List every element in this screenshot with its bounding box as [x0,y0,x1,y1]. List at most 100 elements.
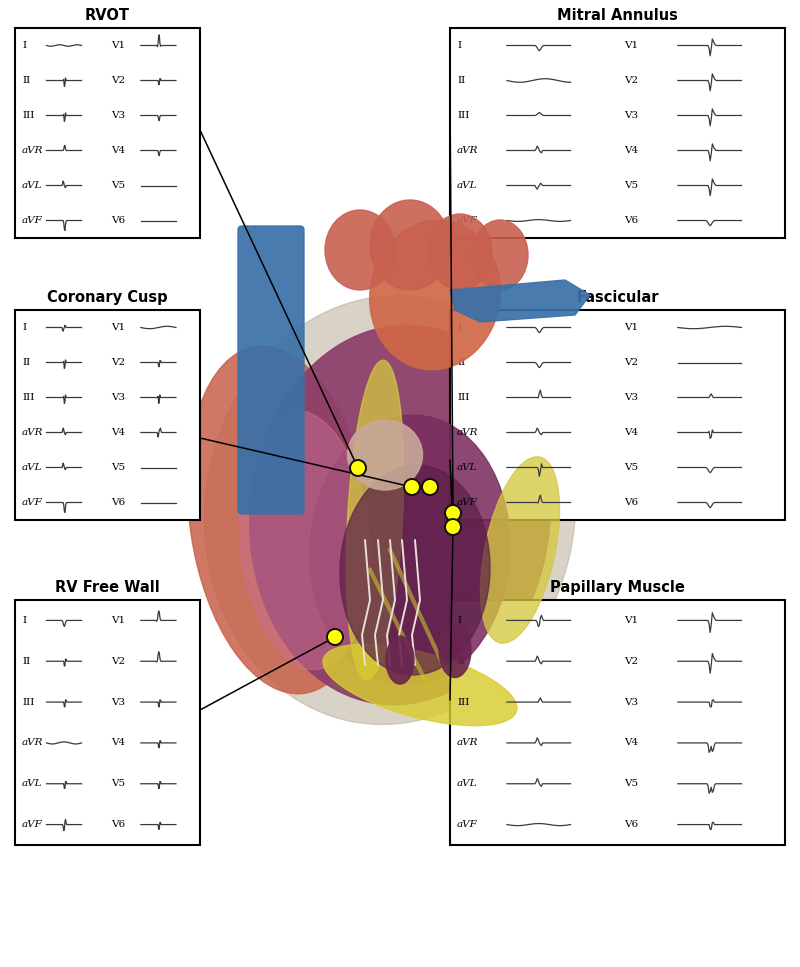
Text: aVF: aVF [457,498,478,507]
Text: V4: V4 [111,428,126,437]
Bar [15,310,200,520]
Text: V6: V6 [111,820,126,829]
Bar [15,28,200,238]
Text: aVR: aVR [22,739,43,747]
Ellipse shape [439,623,471,678]
Ellipse shape [386,636,414,684]
Ellipse shape [370,220,500,369]
Text: III: III [22,111,34,120]
Text: V5: V5 [111,463,126,472]
Text: II: II [457,358,466,367]
Text: V4: V4 [624,146,638,155]
Polygon shape [450,280,590,322]
Ellipse shape [239,410,370,669]
Text: III: III [457,111,470,120]
Ellipse shape [340,465,490,675]
Text: II: II [457,76,466,85]
Circle shape [445,505,461,521]
Text: III: III [457,697,470,707]
Text: V2: V2 [111,657,126,665]
Ellipse shape [323,644,517,725]
Text: aVR: aVR [457,146,478,155]
Text: aVF: aVF [22,820,43,829]
Text: aVR: aVR [457,739,478,747]
Text: aVR: aVR [22,146,43,155]
Text: I: I [457,41,461,50]
Text: RVOT: RVOT [85,8,130,23]
Text: aVR: aVR [457,428,478,437]
Text: V3: V3 [111,111,126,120]
Text: V1: V1 [111,616,126,625]
Text: III: III [22,393,34,402]
Text: aVR: aVR [22,428,43,437]
Text: V1: V1 [111,323,126,332]
Text: Mitral Annulus: Mitral Annulus [557,8,678,23]
Text: aVL: aVL [457,463,478,472]
Text: V1: V1 [624,41,638,50]
Text: V5: V5 [111,779,126,788]
Text: I: I [22,41,26,50]
Text: III: III [22,697,34,707]
Text: aVF: aVF [22,498,43,507]
Text: V6: V6 [624,498,638,507]
Text: V1: V1 [111,41,126,50]
Text: Fascicular: Fascicular [576,290,658,305]
Text: aVL: aVL [22,463,42,472]
Text: V5: V5 [624,779,638,788]
Text: V2: V2 [624,657,638,665]
FancyBboxPatch shape [238,226,304,514]
Ellipse shape [204,296,576,724]
Bar [450,310,785,520]
Text: V2: V2 [111,76,126,85]
Circle shape [327,629,343,645]
Text: V4: V4 [111,146,126,155]
Ellipse shape [481,456,559,643]
Text: V6: V6 [624,820,638,829]
Text: V3: V3 [624,111,638,120]
Text: II: II [22,657,30,665]
Text: V6: V6 [111,498,126,507]
Text: aVL: aVL [457,181,478,190]
Text: I: I [457,616,461,625]
Text: aVF: aVF [457,216,478,225]
Text: V1: V1 [624,616,638,625]
Text: III: III [457,393,470,402]
Text: aVF: aVF [457,820,478,829]
Bar [15,600,200,845]
Ellipse shape [188,346,372,693]
Ellipse shape [250,325,550,705]
Text: V1: V1 [624,323,638,332]
Text: V3: V3 [624,697,638,707]
Text: Papillary Muscle: Papillary Muscle [550,580,685,595]
Bar [450,600,785,845]
Text: V4: V4 [111,739,126,747]
Ellipse shape [428,214,492,290]
Text: RV Free Wall: RV Free Wall [55,580,160,595]
Text: aVL: aVL [22,779,42,788]
Text: I: I [457,323,461,332]
Text: V5: V5 [111,181,126,190]
Text: aVF: aVF [22,216,43,225]
Text: V4: V4 [624,739,638,747]
Text: II: II [457,657,466,665]
Text: II: II [22,76,30,85]
Text: aVL: aVL [457,779,478,788]
Ellipse shape [347,420,422,490]
Text: V3: V3 [624,393,638,402]
Text: V2: V2 [624,76,638,85]
Text: V2: V2 [111,358,126,367]
Circle shape [422,479,438,495]
Bar [450,28,785,238]
Text: II: II [22,358,30,367]
Text: V6: V6 [624,216,638,225]
Text: V4: V4 [624,428,638,437]
Circle shape [404,479,420,495]
Ellipse shape [346,361,404,680]
Text: V5: V5 [624,181,638,190]
Text: V5: V5 [624,463,638,472]
Ellipse shape [370,200,450,290]
Text: I: I [22,323,26,332]
Text: Coronary Cusp: Coronary Cusp [47,290,168,305]
Ellipse shape [325,210,395,290]
Ellipse shape [310,415,510,685]
